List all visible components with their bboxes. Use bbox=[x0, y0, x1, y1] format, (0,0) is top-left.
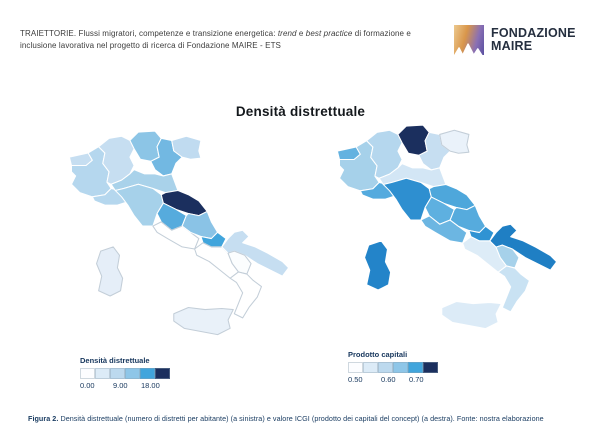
region-trentino-alto-adige bbox=[129, 130, 162, 162]
legend-densita: Densità distrettuale 0.00 9.00 18.00 bbox=[80, 356, 176, 391]
region-calabria bbox=[229, 271, 262, 319]
region-sicilia bbox=[173, 306, 234, 336]
header-segment: trend bbox=[277, 29, 297, 38]
legend-swatch bbox=[110, 368, 125, 379]
logo-line1: FONDAZIONE bbox=[491, 25, 576, 40]
region-sicilia bbox=[441, 300, 502, 330]
italy-map-svg bbox=[68, 130, 290, 336]
legend-swatch bbox=[95, 368, 110, 379]
logo-wordmark: FONDAZIONE MAIRE bbox=[491, 25, 576, 53]
legend-tick: 0.60 bbox=[381, 375, 396, 384]
legend-tick: 0.70 bbox=[409, 375, 424, 384]
header-segment: di formazione e inclusione lavorativa ne… bbox=[20, 29, 411, 51]
region-lazio bbox=[420, 215, 468, 244]
region-sardegna bbox=[364, 240, 392, 291]
legend-swatch bbox=[155, 368, 170, 379]
figure-title: Densità distrettuale bbox=[235, 104, 366, 119]
region-basilicata bbox=[227, 250, 252, 275]
legend-swatch bbox=[393, 362, 408, 373]
italy-map-left bbox=[58, 130, 304, 344]
italy-map-svg bbox=[336, 124, 558, 330]
legend-color-scale bbox=[80, 368, 176, 379]
region-lazio bbox=[152, 221, 200, 250]
legend-swatch bbox=[423, 362, 438, 373]
legend-swatch bbox=[408, 362, 423, 373]
choropleth-map-densita: Densità distrettuale 0.00 9.00 18.00 bbox=[58, 130, 304, 398]
italy-map-right bbox=[326, 124, 572, 338]
maire-logo-icon bbox=[454, 25, 484, 55]
legend-ticks: 0.00 9.00 18.00 bbox=[80, 381, 176, 391]
legend-swatch bbox=[378, 362, 393, 373]
region-sardegna bbox=[96, 246, 124, 297]
legend-tick: 18.00 bbox=[141, 381, 160, 390]
region-friuli-venezia-giulia bbox=[171, 135, 202, 160]
report-header-text: TRAIETTORIE. Flussi migratori, competenz… bbox=[20, 28, 418, 53]
legend-swatch bbox=[125, 368, 140, 379]
legend-tick: 9.00 bbox=[113, 381, 128, 390]
legend-swatch bbox=[348, 362, 363, 373]
region-toscana bbox=[382, 177, 432, 221]
legend-swatch bbox=[363, 362, 378, 373]
legend-swatch bbox=[80, 368, 95, 379]
region-basilicata bbox=[495, 244, 520, 269]
legend-tick: 0.00 bbox=[80, 381, 95, 390]
figure-caption-text: Densità distrettuale (numero di distrett… bbox=[58, 414, 544, 423]
legend-color-scale bbox=[348, 362, 444, 373]
header-segment: best practice bbox=[305, 29, 353, 38]
region-calabria bbox=[497, 265, 530, 313]
region-toscana bbox=[114, 183, 164, 227]
legend-ticks: 0.50 0.60 0.70 bbox=[348, 375, 444, 385]
legend-title: Prodotto capitali bbox=[348, 350, 408, 359]
legend-prodotto-capitali: Prodotto capitali 0.50 0.60 0.70 bbox=[348, 350, 444, 385]
figure-caption: Figura 2. Densità distrettuale (numero d… bbox=[28, 414, 594, 423]
choropleth-map-prodotto-capitali: Prodotto capitali 0.50 0.60 0.70 bbox=[326, 124, 572, 392]
mountain-peaks-icon bbox=[454, 43, 483, 55]
header-segment: e bbox=[296, 29, 306, 38]
legend-title: Densità distrettuale bbox=[80, 356, 150, 365]
logo-line2: MAIRE bbox=[491, 39, 533, 53]
legend-tick: 0.50 bbox=[348, 375, 363, 384]
header-segment: TRAIETTORIE. Flussi migratori, competenz… bbox=[20, 29, 278, 38]
figure-caption-label: Figura 2. bbox=[28, 414, 59, 423]
legend-swatch bbox=[140, 368, 155, 379]
region-trentino-alto-adige bbox=[397, 124, 430, 156]
fondazione-maire-logo: FONDAZIONE MAIRE bbox=[454, 25, 576, 55]
region-friuli-venezia-giulia bbox=[439, 129, 470, 154]
